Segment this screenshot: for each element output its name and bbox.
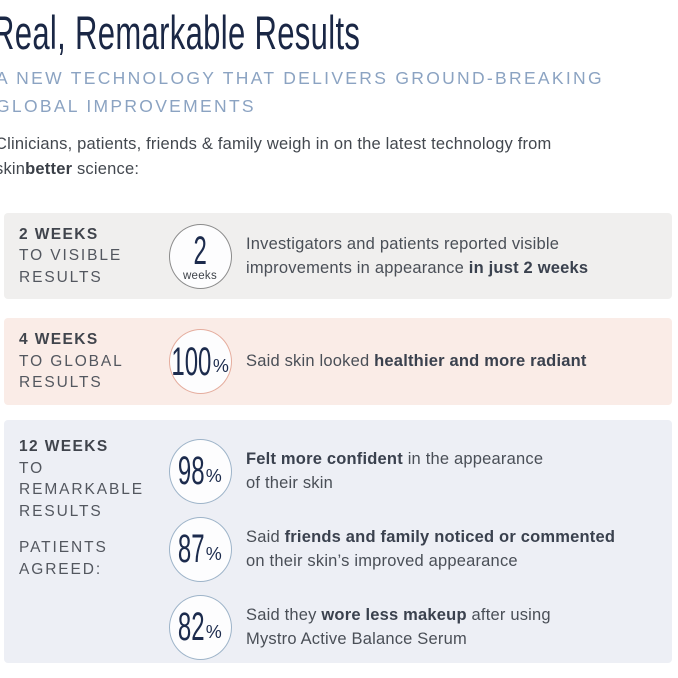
section-12-weeks-label: 12 WEEKS TO REMARKABLE RESULTS PATIENTS …: [4, 420, 154, 580]
section-12-weeks: 12 WEEKS TO REMARKABLE RESULTS PATIENTS …: [4, 420, 672, 663]
label-head: 4 WEEKS: [19, 331, 99, 349]
stat-circle-cell: 100%: [154, 329, 246, 394]
desc-line: on their skin’s improved appearance: [246, 552, 518, 570]
stat-value: 2: [193, 228, 207, 273]
stat-value: 87: [178, 527, 205, 571]
page-subtitle: A NEW TECHNOLOGY THAT DELIVERS GROUND-BR…: [0, 64, 604, 120]
percent-sign: %: [205, 465, 222, 486]
label-line: RESULTS: [19, 268, 103, 286]
stat-row-82: 82% Said they wore less makeup after usi…: [154, 588, 672, 666]
desc-bold: healthier and more radiant: [374, 352, 587, 371]
stat-value: 82: [178, 605, 205, 649]
label-line: TO VISIBLE: [19, 247, 123, 265]
desc-line: Mystro Active Balance Serum: [246, 630, 467, 648]
desc-bold: friends and family noticed or commented: [284, 527, 616, 546]
label-line: TO: [19, 459, 45, 477]
stat-circle-2-weeks: 2 weeks: [168, 223, 232, 289]
desc-line: Said they: [246, 605, 322, 624]
desc-line: Said skin looked: [246, 352, 375, 371]
desc-line: in the appearance: [402, 449, 544, 468]
desc-line: after using: [466, 605, 551, 624]
label-head: 12 WEEKS: [19, 438, 109, 455]
stat-rows: 98% Felt more confident in the appearanc…: [154, 420, 672, 666]
intro-post: science:: [72, 160, 140, 178]
stat-row-description: Said friends and family noticed or comme…: [246, 525, 672, 574]
section-4-weeks-label: 4 WEEKS TO GLOBAL RESULTS: [4, 329, 154, 394]
intro-text: Clinicians, patients, friends & family w…: [0, 132, 625, 182]
section-2-weeks: 2 WEEKS TO VISIBLE RESULTS 2 weeks Inves…: [4, 213, 672, 299]
desc-bold: wore less makeup: [321, 605, 467, 624]
stat-unit: weeks: [182, 269, 218, 282]
label-line: PATIENTS: [19, 539, 108, 556]
label-line: RESULTS: [19, 374, 103, 392]
subtitle-line-1: A NEW TECHNOLOGY THAT DELIVERS GROUND-BR…: [0, 68, 604, 88]
desc-line: improvements in appearance: [246, 259, 469, 277]
subtitle-line-2: GLOBAL IMPROVEMENTS: [0, 96, 256, 116]
section-4-weeks-description: Said skin looked healthier and more radi…: [246, 349, 672, 374]
section-2-weeks-description: Investigators and patients reported visi…: [246, 232, 672, 281]
stat-value: 98: [178, 449, 205, 493]
stat-row-description: Said they wore less makeup after using M…: [246, 603, 672, 652]
label-line: AGREED:: [19, 560, 103, 578]
stat-value: 100: [171, 339, 212, 384]
percent-sign: %: [205, 621, 222, 642]
stat-circle-cell: 98%: [154, 438, 246, 504]
page-title: Real, Remarkable Results: [0, 6, 361, 59]
desc-line: Investigators and patients reported visi…: [246, 234, 560, 253]
stat-circle-cell: 82%: [154, 594, 246, 660]
stat-row-87: 87% Said friends and family noticed or c…: [154, 510, 672, 588]
stat-circle-87-percent: 87%: [168, 516, 232, 582]
label-head: 2 WEEKS: [19, 225, 99, 243]
desc-bold: Felt more confident: [246, 449, 403, 468]
label-line: TO GLOBAL: [19, 352, 124, 370]
section-4-weeks: 4 WEEKS TO GLOBAL RESULTS 100% Said skin…: [4, 318, 672, 405]
stat-row-description: Felt more confident in the appearance of…: [246, 447, 672, 496]
stat-circle-cell: 2 weeks: [154, 223, 246, 289]
desc-bold: in just 2 weeks: [468, 259, 589, 277]
stat-circle-98-percent: 98%: [168, 438, 232, 504]
intro-pre: Clinicians, patients, friends & family w…: [0, 135, 552, 178]
desc-line: of their skin: [246, 474, 333, 492]
section-2-weeks-label: 2 WEEKS TO VISIBLE RESULTS: [4, 224, 154, 289]
stat-circle-cell: 87%: [154, 516, 246, 582]
label-line: RESULTS: [19, 502, 103, 520]
percent-sign: %: [205, 543, 222, 564]
stat-circle-82-percent: 82%: [168, 594, 232, 660]
intro-brand-bold: better: [25, 160, 73, 178]
label-line: REMARKABLE: [19, 481, 144, 498]
desc-line: Said: [246, 527, 285, 546]
stat-row-98: 98% Felt more confident in the appearanc…: [154, 432, 672, 510]
stat-circle-100-percent: 100%: [168, 329, 232, 394]
percent-sign: %: [212, 356, 229, 376]
